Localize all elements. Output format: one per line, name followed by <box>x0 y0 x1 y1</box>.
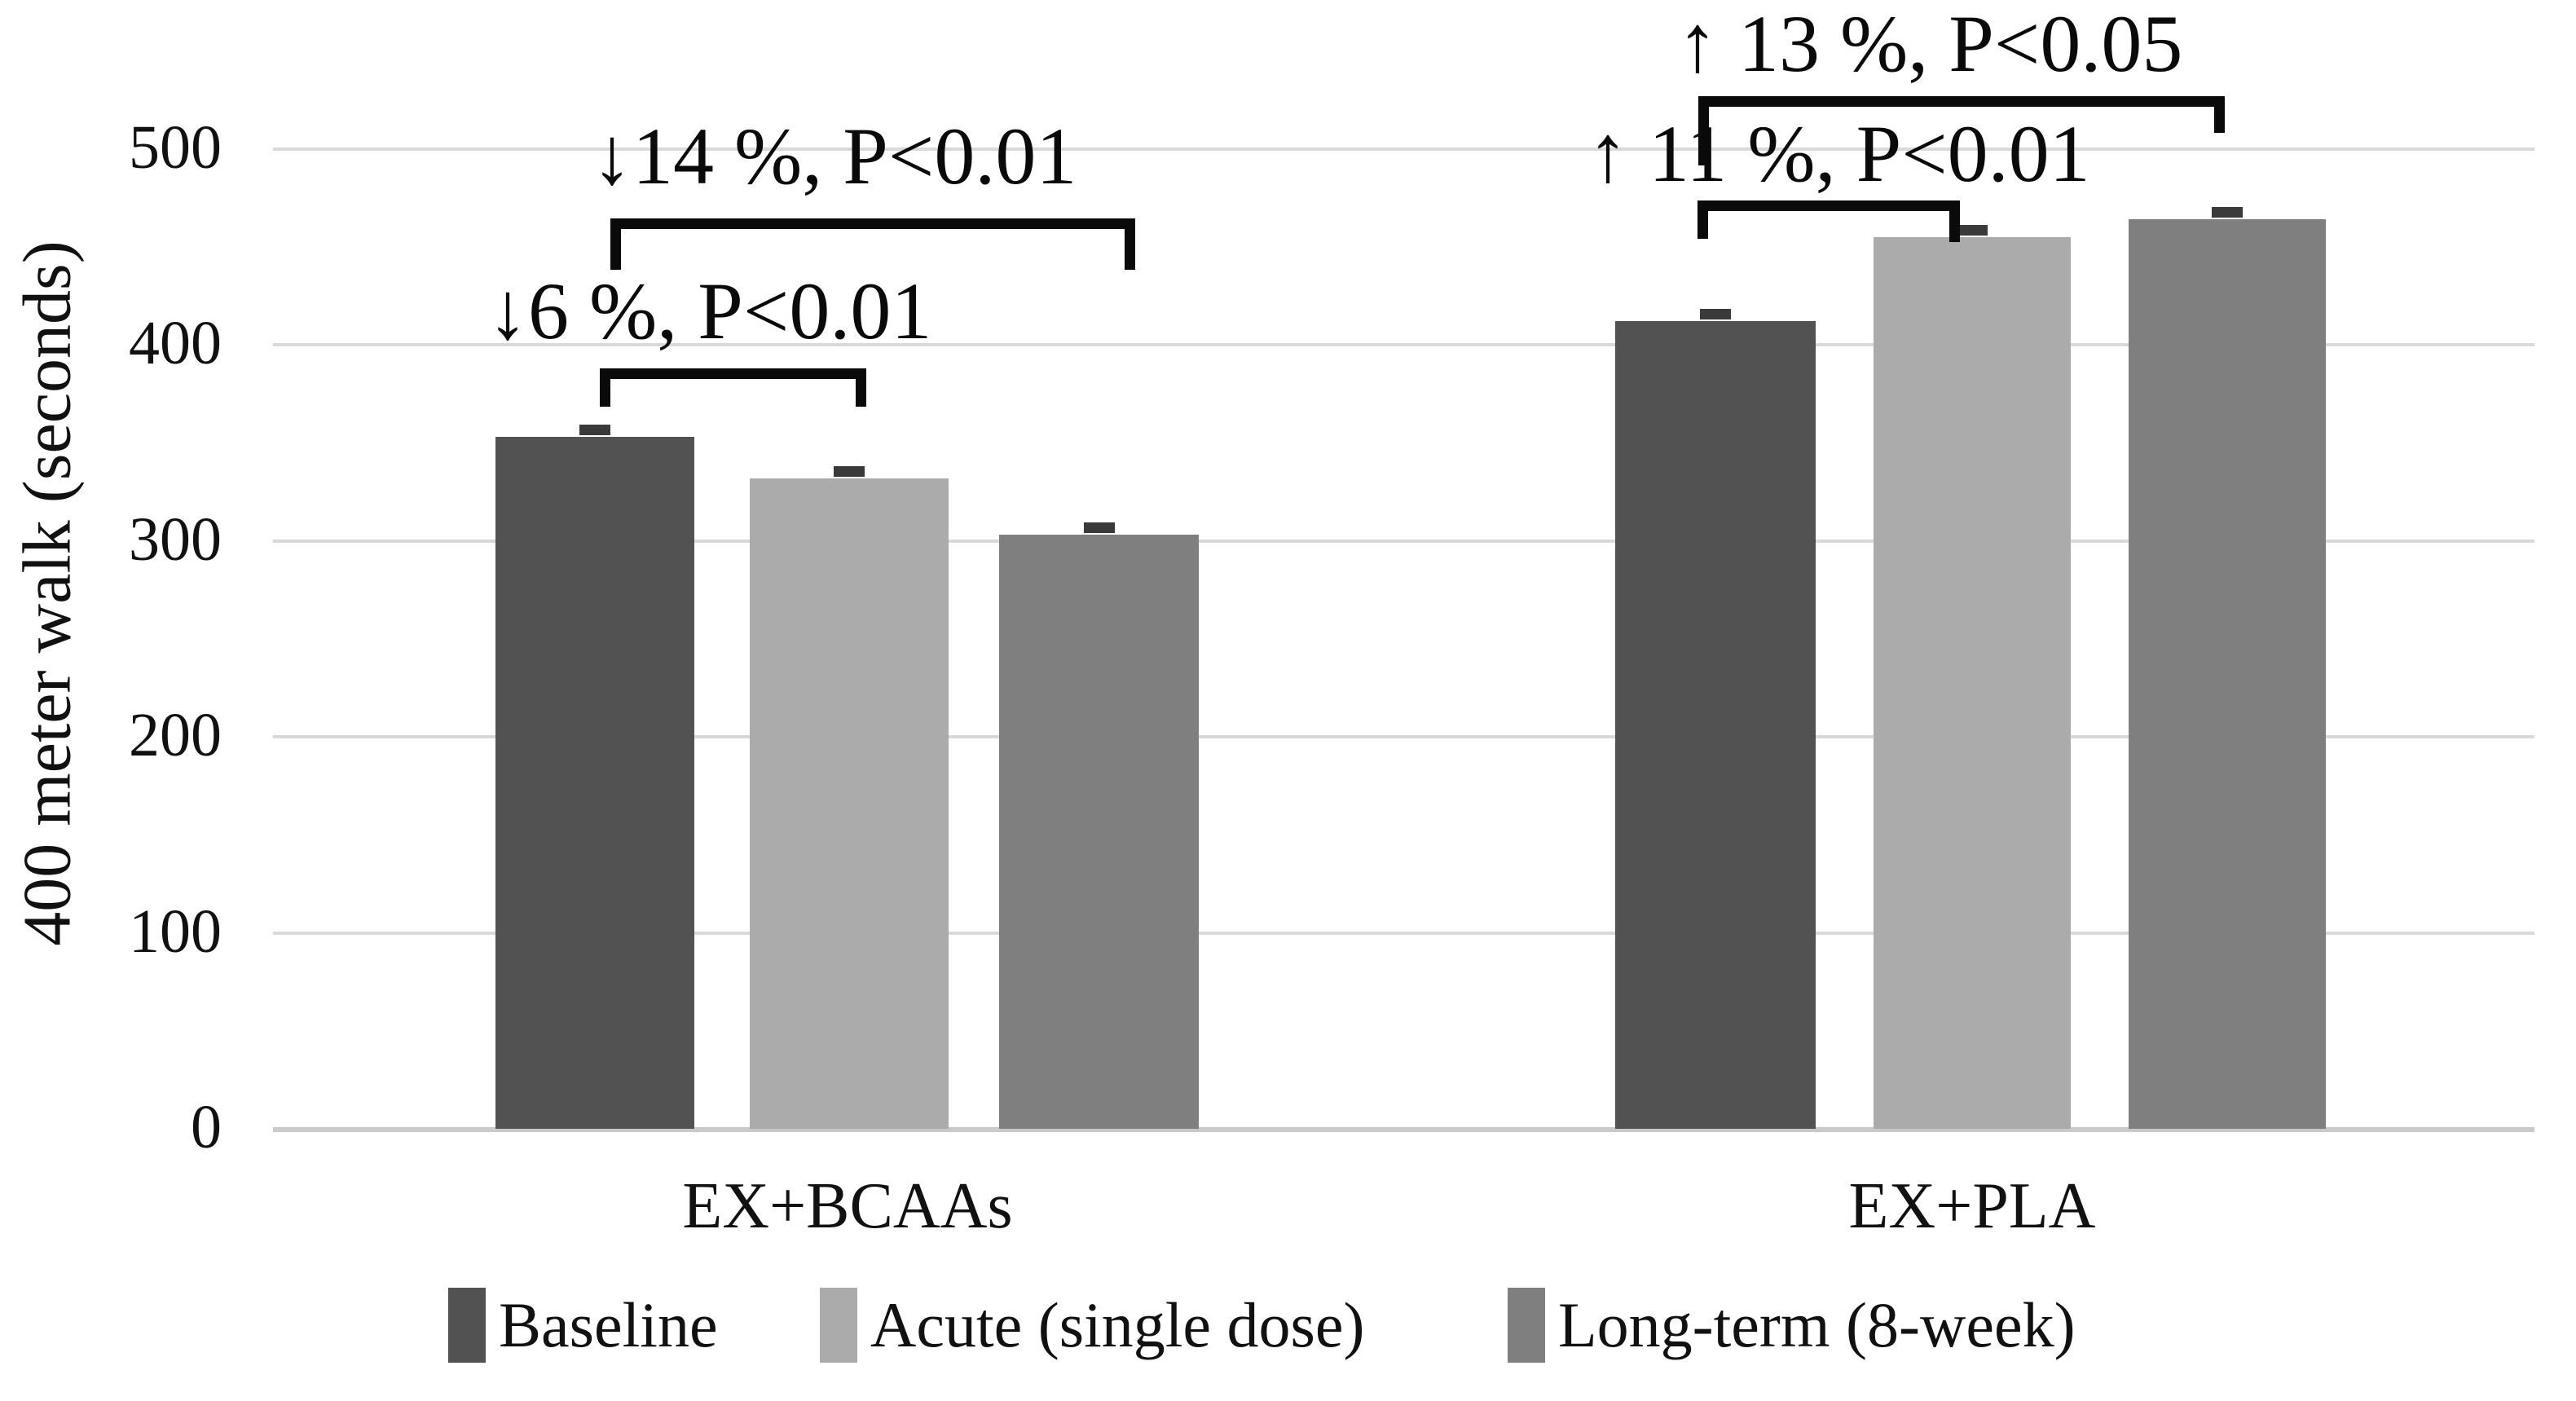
legend-label: Baseline <box>499 1289 718 1360</box>
x-axis-baseline <box>273 1127 2534 1132</box>
y-tick-label: 100 <box>129 897 222 966</box>
annotation-text: ↑ 11 %, P<0.01 <box>1587 108 2090 199</box>
significance-bracket <box>600 368 866 407</box>
y-tick-label: 400 <box>129 309 222 378</box>
y-tick-label: 500 <box>129 112 222 182</box>
gridline <box>273 147 2534 151</box>
bracket-right-leg <box>1949 211 1960 242</box>
bracket-left-leg <box>1698 107 1709 165</box>
legend-swatch <box>1508 1288 1545 1363</box>
legend-swatch <box>448 1288 486 1363</box>
gridline <box>273 931 2534 935</box>
bracket-left-leg <box>1698 211 1708 239</box>
bracket-right-leg <box>2214 107 2225 133</box>
error-bar-cap <box>2212 207 2243 218</box>
bar-ex-pla-1 <box>1874 236 2071 1129</box>
bar-ex-pla-0 <box>1615 321 1816 1129</box>
legend-item: Baseline <box>448 1288 718 1363</box>
bracket-right-leg <box>856 379 866 407</box>
annotation-text: ↑ 13 %, P<0.05 <box>1677 0 2183 89</box>
gridline <box>273 343 2534 347</box>
bar-ex-bcaas-0 <box>495 437 694 1129</box>
y-tick-label: 200 <box>129 701 222 770</box>
bracket-right-leg <box>1125 229 1135 270</box>
annotation-text: ↓6 %, P<0.01 <box>487 266 932 356</box>
significance-bracket <box>1698 200 1960 242</box>
legend-item: Long-term (8-week) <box>1508 1288 2076 1363</box>
error-bar-cap <box>1700 309 1731 320</box>
y-tick-label: 300 <box>129 504 222 574</box>
x-category-label: EX+PLA <box>1848 1170 2096 1242</box>
significance-bracket <box>610 218 1135 270</box>
bar-ex-pla-2 <box>2129 219 2326 1129</box>
legend-item: Acute (single dose) <box>820 1288 1364 1363</box>
legend-label: Long-term (8-week) <box>1558 1289 2076 1360</box>
legend-label: Acute (single dose) <box>870 1289 1365 1360</box>
error-bar-cap <box>1083 522 1115 534</box>
significance-bracket <box>1698 96 2225 165</box>
bar-ex-bcaas-2 <box>999 535 1199 1129</box>
bracket-left-leg <box>600 379 610 407</box>
bar-ex-bcaas-1 <box>750 478 949 1129</box>
gridline <box>273 735 2534 739</box>
gridline <box>273 539 2534 543</box>
error-bar-cap <box>579 425 610 436</box>
error-bar-cap <box>834 465 865 477</box>
legend-swatch <box>820 1288 857 1363</box>
error-bar-cap <box>1957 224 1988 236</box>
y-tick-label: 0 <box>191 1093 222 1161</box>
x-category-label: EX+BCAAs <box>682 1170 1013 1242</box>
annotation-text: ↓14 %, P<0.01 <box>592 111 1077 201</box>
bracket-left-leg <box>610 229 621 270</box>
